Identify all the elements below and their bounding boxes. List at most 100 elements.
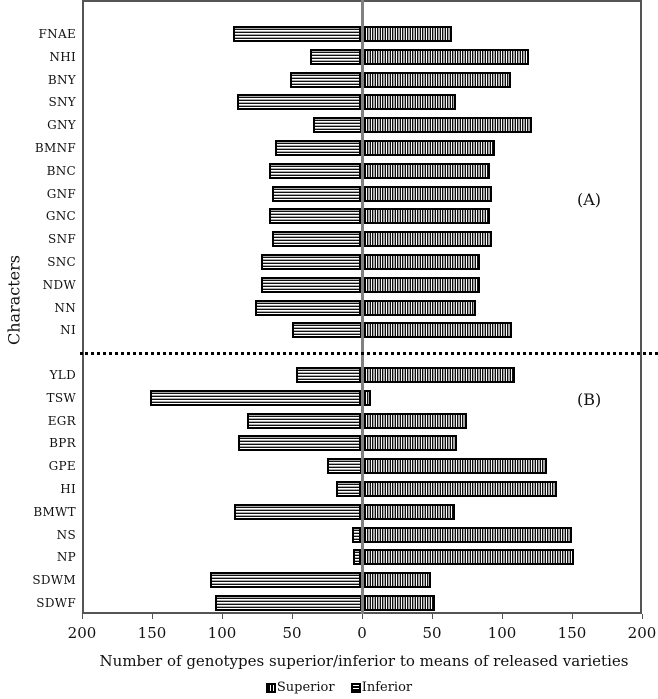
bar-inferior [353, 549, 362, 566]
x-tick [642, 614, 643, 619]
y-axis-title: Characters [4, 255, 24, 345]
category-label: EGR [47, 413, 76, 428]
bar-superior [363, 503, 455, 520]
bar-superior [363, 140, 496, 156]
bar-superior [363, 412, 468, 429]
bar-inferior [214, 595, 362, 611]
bar-inferior [312, 117, 362, 134]
inferior-swatch-icon [350, 682, 361, 693]
x-tick [152, 614, 153, 619]
category-label: SNC [47, 255, 76, 269]
x-axis-title: Number of genotypes superior/inferior to… [99, 652, 629, 670]
bar-superior [363, 572, 431, 589]
x-tick [502, 614, 503, 619]
bar-superior [363, 254, 480, 270]
bar-superior [363, 208, 490, 225]
bar-inferior [260, 276, 362, 293]
category-label: TSW [46, 390, 76, 405]
x-tick-label: 100 [207, 624, 237, 642]
bar-superior [363, 322, 512, 339]
bar-superior [363, 481, 557, 497]
category-label: NP [56, 550, 76, 565]
category-label: BPR [49, 436, 76, 451]
bar-inferior [269, 162, 362, 179]
bar-inferior [291, 322, 362, 339]
bar-superior [363, 117, 532, 134]
legend-item-superior: Superior [265, 680, 335, 695]
bar-superior [363, 231, 493, 248]
bar-inferior [260, 254, 362, 270]
category-label: NS [56, 527, 76, 542]
category-label: NI [60, 323, 76, 338]
bar-superior [363, 595, 435, 611]
bar-inferior [269, 208, 362, 225]
bar-superior [363, 389, 371, 406]
x-tick-label: 100 [487, 624, 517, 642]
category-label: BNC [46, 163, 76, 178]
category-label: NHI [49, 49, 76, 64]
legend: Superior Inferior [0, 680, 658, 697]
category-label: YLD [49, 368, 76, 382]
category-label: BMWT [33, 504, 76, 519]
bar-superior [363, 435, 458, 452]
x-tick [572, 614, 573, 619]
bar-superior [363, 276, 480, 293]
legend-label-superior: Superior [276, 680, 335, 695]
bar-inferior [150, 389, 362, 406]
zero-axis-line [361, 0, 364, 614]
bar-inferior [234, 503, 362, 520]
bar-superior [363, 162, 490, 179]
section-b-label: (B) [577, 390, 602, 409]
bar-inferior [210, 572, 362, 589]
category-label: GNF [46, 186, 76, 201]
bar-superior [363, 94, 456, 111]
section-divider-dotted-line [80, 352, 658, 355]
section-a-label: (A) [577, 190, 602, 209]
bar-inferior [274, 140, 362, 156]
x-tick [82, 614, 83, 619]
bar-inferior [326, 458, 362, 475]
category-label: NDW [42, 277, 76, 292]
x-tick-label: 50 [282, 624, 302, 642]
bar-inferior [295, 367, 362, 383]
x-tick-label: 200 [627, 624, 657, 642]
category-label: GNC [45, 209, 76, 224]
bar-inferior [309, 48, 362, 65]
category-label: SNF [48, 232, 76, 247]
bar-inferior [336, 481, 362, 497]
bar-inferior [271, 185, 362, 202]
x-tick [362, 614, 363, 619]
bar-superior [363, 299, 476, 316]
bar-superior [363, 458, 547, 475]
category-label: HI [60, 482, 76, 496]
bar-inferior [236, 94, 362, 111]
category-label: SDWF [36, 596, 76, 610]
bar-superior [363, 526, 573, 543]
bar-inferior [255, 299, 362, 316]
category-label: BMNF [34, 141, 76, 155]
bar-superior [363, 71, 511, 88]
bar-superior [363, 26, 452, 42]
bar-inferior [290, 71, 362, 88]
bar-inferior [271, 231, 362, 248]
superior-swatch-icon [265, 682, 276, 693]
x-tick [432, 614, 433, 619]
category-label: SNY [48, 95, 76, 110]
legend-label-inferior: Inferior [361, 680, 413, 695]
x-tick-label: 0 [357, 624, 367, 642]
bar-superior [363, 367, 515, 383]
x-tick [292, 614, 293, 619]
x-tick-label: 200 [67, 624, 97, 642]
bar-inferior [232, 26, 362, 42]
category-label: FNAE [38, 27, 76, 41]
category-label: BNY [47, 72, 76, 87]
bar-superior [363, 185, 493, 202]
bar-inferior [238, 435, 362, 452]
bar-superior [363, 48, 529, 65]
x-tick-label: 50 [422, 624, 442, 642]
bar-superior [363, 549, 574, 566]
legend-item-inferior: Inferior [350, 680, 413, 695]
x-tick [222, 614, 223, 619]
category-label: GPE [48, 459, 76, 474]
